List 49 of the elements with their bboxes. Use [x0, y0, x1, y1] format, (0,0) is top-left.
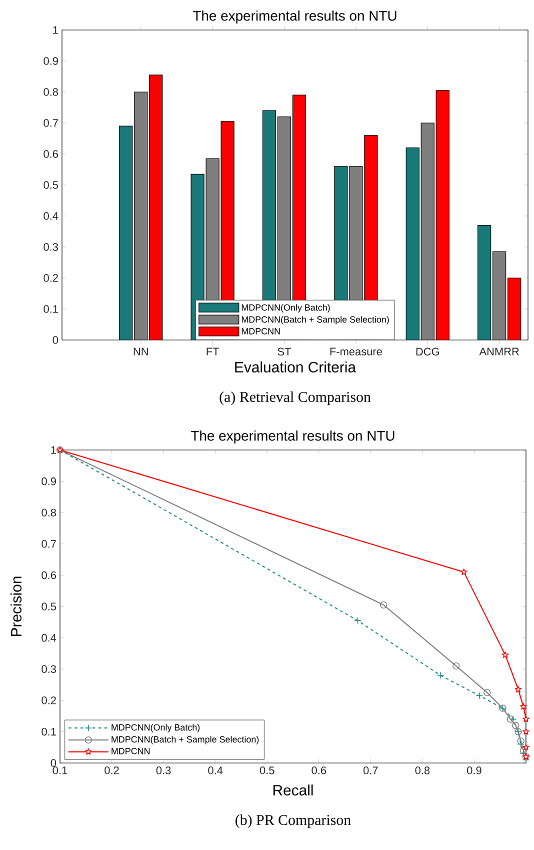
y-tick-label: 0.8 [44, 88, 58, 96]
y-tick-label: 0.5 [42, 602, 56, 610]
x-tick-label: 0.9 [467, 766, 482, 774]
y-tick-label: 0.6 [44, 150, 58, 158]
y-tick-label: 1 [51, 446, 56, 454]
y-tick-label: 0.2 [44, 274, 58, 282]
x-tick-label: 0.6 [312, 766, 326, 774]
x-tick-label: DCG [416, 348, 439, 356]
y-tick-label: 1 [53, 26, 58, 34]
y-tick-label: 0.9 [44, 57, 58, 65]
y-tick-label: 0.1 [44, 305, 58, 313]
x-tick-label: FT [206, 348, 219, 356]
y-tick-label: 0.2 [42, 696, 56, 704]
text: (b) PR Comparison [236, 814, 351, 828]
y-tick-label: 0.8 [42, 508, 56, 516]
y-tick-label: 0.4 [44, 212, 58, 220]
x-tick-label: 0.8 [415, 766, 430, 774]
x-tick-label: 0.7 [363, 766, 378, 774]
chart-title: The experimental results on NTU [190, 430, 394, 444]
y-tick-label: 0.3 [42, 665, 56, 673]
y-tick-label: 0.3 [44, 243, 58, 251]
legend-label: MDPCNN(Batch + Sample Selection) [112, 736, 259, 744]
x-axis-title: Recall [273, 784, 313, 796]
x-tick-label: ST [278, 348, 291, 356]
x-tick-label: 0.4 [208, 766, 223, 774]
y-axis-title: Precision [10, 576, 22, 636]
y-tick-label: 0 [52, 336, 58, 344]
legend-label: MDPCNN [242, 328, 280, 334]
x-tick-label: 0.2 [104, 766, 119, 774]
y-tick-label: 0.7 [42, 540, 56, 548]
y-tick-label: 0 [50, 759, 56, 767]
x-tick-label: NN [134, 348, 148, 356]
x-tick-label: ANMRR [479, 348, 519, 356]
x-tick-label: 0.3 [156, 766, 171, 774]
text: (a) Retrieval Comparison [220, 392, 371, 406]
legend-label: MDPCNN(Only Batch) [112, 724, 200, 732]
x-tick-label: F-measure [330, 348, 382, 356]
legend-label: MDPCNN [112, 748, 150, 754]
x-axis-title: Evaluation Criteria [235, 362, 356, 372]
legend-label: MDPCNN(Only Batch) [242, 304, 330, 312]
y-tick-label: 0.5 [44, 181, 58, 189]
y-tick-label: 0.1 [42, 728, 56, 736]
y-tick-label: 0.7 [44, 119, 58, 127]
legend-label: MDPCNN(Batch + Sample Selection) [242, 316, 389, 324]
chart-title: The experimental results on NTU [192, 10, 396, 24]
y-tick-label: 0.4 [42, 634, 56, 642]
y-tick-label: 0.6 [42, 571, 56, 580]
y-tick-label: 0.9 [42, 477, 56, 486]
x-tick-label: 0.5 [260, 766, 274, 774]
